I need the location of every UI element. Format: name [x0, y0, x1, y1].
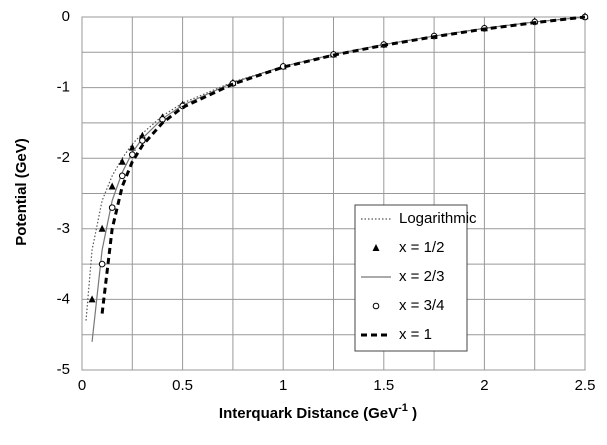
legend-box: [354, 204, 468, 352]
x-tick-label: 2.5: [575, 377, 596, 394]
legend-label: x = 2/3: [399, 268, 444, 285]
legend-label: x = 3/4: [399, 297, 444, 314]
series-line: [100, 15, 586, 314]
y-tick-label: -4: [57, 290, 70, 307]
x-axis-title: Interquark Distance (GeV-1 ): [219, 402, 417, 422]
x-axis-title-main: Interquark Distance (GeV: [219, 405, 398, 422]
y-tick-label: -3: [57, 220, 70, 237]
marker: [128, 143, 136, 151]
marker: [139, 137, 146, 144]
x-tick-label: 0.5: [172, 377, 193, 394]
x-axis-title-sup: -1: [398, 402, 408, 414]
legend-label: Logarithmic: [399, 210, 477, 227]
marker: [88, 295, 96, 303]
y-tick-label: 0: [62, 8, 70, 25]
marker: [108, 182, 116, 190]
marker: [118, 172, 126, 180]
legend-swatch: [372, 302, 380, 310]
y-tick-label: -2: [57, 149, 70, 166]
marker: [98, 260, 106, 268]
x-tick-label: 1: [279, 377, 287, 394]
y-tick-label: -5: [57, 361, 70, 378]
y-axis-title: Potential (GeV): [13, 138, 30, 246]
marker: [118, 157, 126, 165]
x-tick-label: 2: [480, 377, 488, 394]
marker: [108, 204, 116, 211]
x-axis-title-end: ): [408, 405, 417, 422]
x-tick-label: 1.5: [373, 377, 394, 394]
legend-label: x = 1: [399, 326, 432, 343]
legend-swatch: [372, 244, 380, 251]
series-line: [91, 16, 586, 342]
y-tick-label: -1: [57, 79, 70, 96]
marker: [98, 224, 106, 232]
legend-label: x = 1/2: [399, 239, 444, 256]
x-tick-label: 0: [78, 377, 86, 394]
